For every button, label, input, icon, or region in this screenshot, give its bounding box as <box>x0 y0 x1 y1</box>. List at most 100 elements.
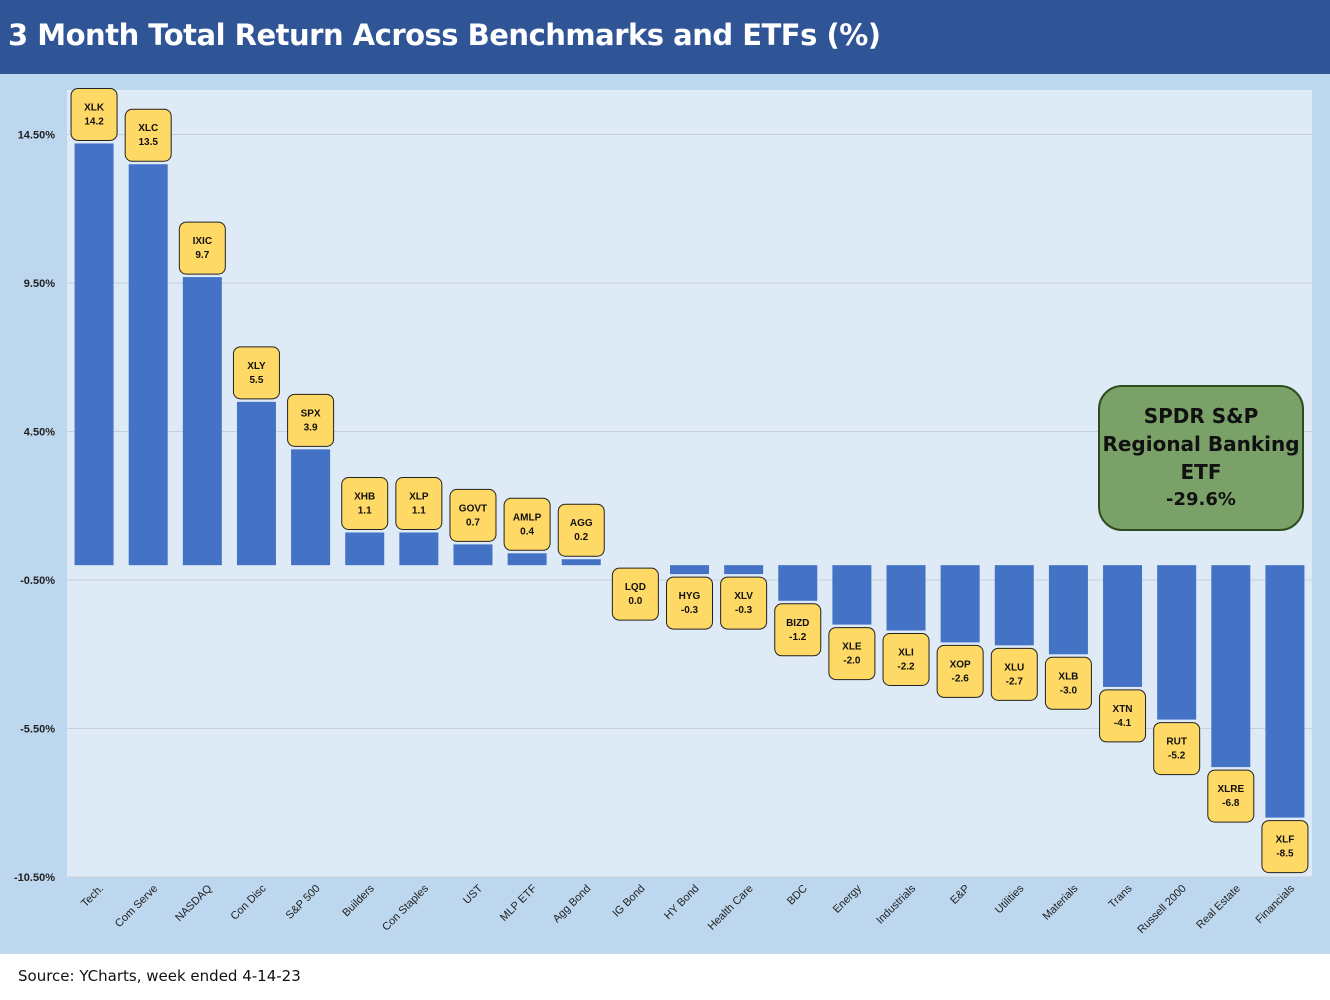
bar <box>236 401 276 566</box>
data-label-value: -4.1 <box>1114 718 1132 729</box>
data-label-box <box>666 576 713 630</box>
data-label-box <box>990 647 1038 701</box>
x-tick-label: Health Care <box>706 883 756 933</box>
data-label-box <box>611 567 659 621</box>
bar <box>1048 565 1088 655</box>
data-label-value: 0.2 <box>574 532 588 543</box>
data-label-ticker: XLK <box>84 102 105 113</box>
data-label-box <box>1261 820 1309 874</box>
x-tick-label: Tech. <box>79 883 106 910</box>
chart-title: 3 Month Total Return Across Benchmarks a… <box>8 18 881 52</box>
data-label-value: 0.7 <box>466 517 480 528</box>
data-label-ticker: XOP <box>950 659 971 670</box>
data-label-box <box>70 87 118 141</box>
data-label-value: -1.2 <box>789 632 807 643</box>
data-label-box <box>449 488 497 542</box>
bar <box>345 532 385 566</box>
bars <box>74 143 1305 818</box>
data-label-box <box>124 108 172 162</box>
data-label-value: -5.2 <box>1168 751 1186 762</box>
data-label-ticker: BIZD <box>786 618 809 629</box>
data-label-ticker: XLC <box>138 123 158 134</box>
data-label-box <box>1153 722 1201 776</box>
data-label-ticker: XLI <box>898 648 914 659</box>
data-label-ticker: XLB <box>1058 671 1078 682</box>
bar <box>561 559 601 566</box>
x-tick-label: Com Serve <box>113 883 160 930</box>
data-label-value: 3.9 <box>304 422 318 433</box>
callout-line-1: SPDR S&P <box>1143 404 1259 428</box>
data-label-box <box>774 603 822 657</box>
data-label-ticker: IXIC <box>193 236 212 247</box>
data-label-box <box>232 346 280 400</box>
bar <box>832 565 872 625</box>
bar <box>778 565 818 601</box>
x-tick-label: Materials <box>1040 882 1080 922</box>
data-label-ticker: GOVT <box>459 503 487 514</box>
bar <box>724 565 764 575</box>
data-label-box <box>287 393 335 447</box>
x-tick-label: UST <box>461 882 485 906</box>
data-label-box <box>395 477 443 531</box>
bar <box>670 565 709 575</box>
bar <box>1103 565 1143 687</box>
x-tick-label: Energy <box>831 882 864 915</box>
x-tick-label: MLP ETF <box>498 882 539 923</box>
data-label-value: 5.5 <box>250 375 264 386</box>
data-label-box <box>503 497 551 551</box>
data-label-value: -6.8 <box>1222 798 1240 809</box>
data-label-box <box>1044 656 1092 710</box>
x-tick-label: Russell 2000 <box>1135 883 1188 936</box>
callout-line-2: Regional Banking <box>1102 432 1300 456</box>
data-label-ticker: XLF <box>1275 835 1294 846</box>
x-tick-label: IG Bond <box>610 883 647 920</box>
data-label-value: -2.2 <box>897 662 915 673</box>
x-tick-label: Financials <box>1254 882 1298 926</box>
data-label-value: 0.0 <box>628 596 642 607</box>
source-note: Source: YCharts, week ended 4-14-23 <box>18 967 301 985</box>
x-tick-label: Trans <box>1107 882 1135 910</box>
data-label-ticker: XLU <box>1004 662 1024 673</box>
data-label-ticker: XTN <box>1113 704 1133 715</box>
y-tick-label: -0.50% <box>20 575 55 587</box>
data-label-ticker: XLE <box>842 642 862 653</box>
bar <box>1211 565 1251 768</box>
x-axis: Tech. Com Serve NASDAQ Con Disc S&P 500 Build… <box>79 882 1297 936</box>
bar <box>74 143 114 566</box>
data-label-ticker: XLRE <box>1217 784 1244 795</box>
data-label-value: 9.7 <box>195 250 209 261</box>
data-label-box <box>828 627 876 681</box>
bar <box>507 553 547 566</box>
x-tick-label: Agg Bond <box>551 883 594 926</box>
bar <box>128 164 168 566</box>
callout-line-3: ETF <box>1180 460 1222 484</box>
data-label-box <box>720 576 768 630</box>
data-label-ticker: XHB <box>354 492 375 503</box>
data-label-value: -3.0 <box>1060 685 1078 696</box>
data-label-ticker: SPX <box>301 408 321 419</box>
data-labels: XLK 14.2 XLC 13.5 IXIC 9.7 XLY 5.5 SPX 3.9 XHB 1.1 X… <box>70 87 1309 874</box>
bar <box>940 565 980 643</box>
data-label-box <box>1207 769 1255 823</box>
bar <box>1265 565 1305 818</box>
x-tick-label: Builders <box>340 882 377 919</box>
data-label-ticker: XLV <box>734 591 753 602</box>
bar <box>994 565 1034 646</box>
header-bar: 3 Month Total Return Across Benchmarks a… <box>0 0 1330 74</box>
bar <box>291 449 331 566</box>
data-label-ticker: LQD <box>625 582 646 593</box>
x-tick-label: Real Estate <box>1194 883 1243 932</box>
data-label-value: 1.1 <box>358 506 372 517</box>
x-tick-label: Industrials <box>874 882 918 926</box>
regional-banking-callout: SPDR S&P Regional Banking ETF -29.6% <box>1098 385 1304 531</box>
y-tick-label: 14.50% <box>18 130 56 142</box>
data-label-ticker: AMLP <box>513 512 542 523</box>
data-label-ticker: XLY <box>247 361 266 372</box>
data-label-value: -2.0 <box>843 656 861 667</box>
data-label-value: 1.1 <box>412 506 426 517</box>
y-tick-label: -5.50% <box>20 724 55 736</box>
data-label-ticker: HYG <box>679 591 701 602</box>
data-label-box <box>1099 689 1147 743</box>
x-tick-label: S&P 500 <box>284 883 323 922</box>
data-label-ticker: AGG <box>570 518 593 529</box>
